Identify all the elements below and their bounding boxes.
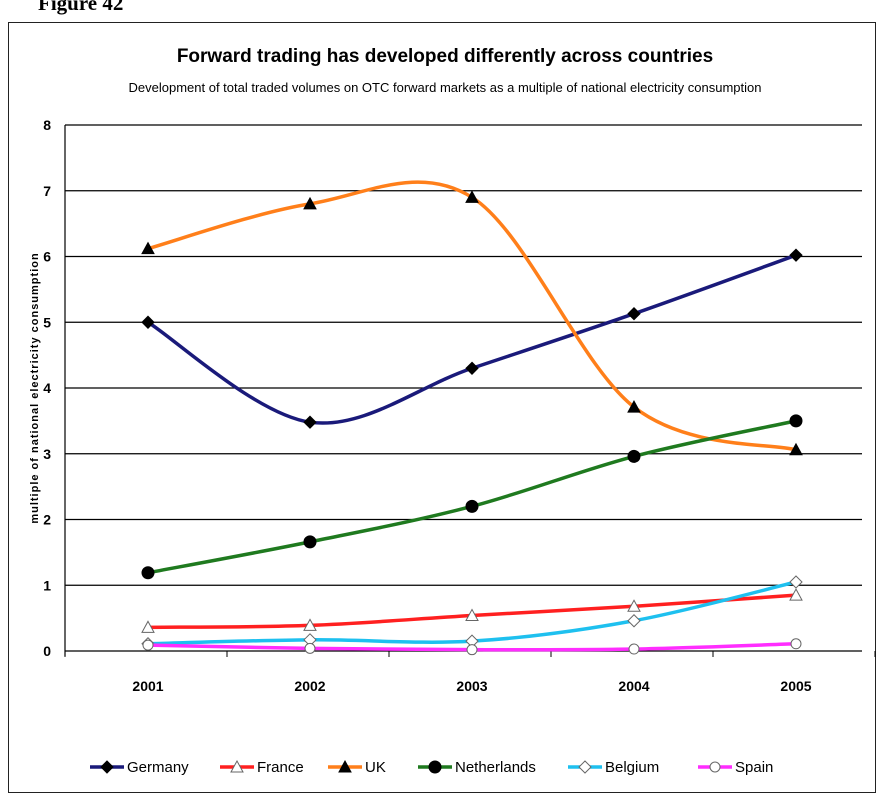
point-spain — [790, 638, 802, 650]
point-germany — [465, 361, 479, 375]
series-germany — [141, 248, 803, 429]
point-uk — [141, 241, 155, 255]
chart-title: Forward trading has developed differentl… — [176, 46, 714, 67]
point-uk — [465, 190, 479, 203]
y-tick-label: 2 — [43, 512, 51, 528]
point-uk — [303, 196, 317, 210]
series-france — [141, 588, 803, 633]
point-germany — [141, 315, 155, 329]
series-spain — [142, 638, 802, 656]
y-tick-label: 8 — [43, 117, 51, 133]
series-netherlands — [141, 414, 803, 580]
point-france — [141, 620, 155, 633]
x-tick-label: 2004 — [618, 678, 649, 694]
point-germany — [627, 306, 641, 321]
point-netherlands — [627, 449, 641, 463]
point-netherlands — [465, 499, 479, 513]
y-tick-label: 5 — [43, 314, 51, 330]
series-line-germany — [147, 253, 797, 425]
legend-label: France — [257, 759, 304, 776]
point-spain — [628, 643, 640, 655]
y-tick-label: 6 — [43, 249, 51, 265]
point-france — [627, 599, 641, 612]
legend-label: Netherlands — [455, 759, 536, 776]
y-tick-label: 4 — [43, 380, 51, 396]
legend-label: UK — [365, 759, 386, 776]
point-spain — [304, 642, 316, 654]
y-tick-label: 0 — [43, 643, 51, 659]
legend-entry-uk: UK — [328, 759, 386, 776]
legend-label: Germany — [127, 759, 189, 776]
x-tick-label: 2003 — [456, 678, 487, 694]
x-tick-label: 2001 — [132, 678, 163, 694]
point-belgium — [627, 614, 641, 628]
point-france — [789, 588, 803, 601]
y-tick-label: 3 — [43, 446, 51, 462]
point-france — [465, 608, 479, 621]
point-spain — [466, 644, 478, 656]
point-netherlands — [303, 535, 317, 549]
series-line-uk — [147, 180, 797, 452]
point-uk — [789, 442, 803, 456]
legend-entry-france: France — [220, 759, 304, 776]
x-tick-label: 2002 — [294, 678, 325, 694]
chart-frame — [8, 22, 876, 793]
point-uk — [627, 400, 641, 413]
legend-marker — [338, 759, 352, 773]
legend-marker — [100, 760, 114, 774]
y-axis-label: multiple of national electricity consump… — [29, 252, 41, 523]
chart-subtitle: Development of total traded volumes on O… — [128, 80, 762, 95]
point-germany — [303, 415, 317, 429]
point-germany — [789, 248, 803, 262]
series-line-netherlands — [147, 419, 797, 575]
chart-legend: Germany France UK Netherlands Belgium Spain — [90, 759, 773, 776]
y-tick-label: 1 — [43, 577, 51, 593]
y-tick-label: 7 — [43, 183, 51, 199]
figure-label: Figure 42 — [38, 0, 124, 15]
legend-entry-germany: Germany — [90, 759, 189, 776]
point-netherlands — [141, 566, 155, 580]
legend-marker — [230, 759, 244, 773]
legend-marker — [709, 761, 721, 773]
legend-marker — [428, 760, 442, 774]
legend-marker — [578, 760, 592, 774]
point-spain — [142, 639, 154, 651]
legend-label: Belgium — [605, 759, 659, 776]
legend-label: Spain — [735, 759, 773, 776]
legend-entry-netherlands: Netherlands — [418, 759, 536, 776]
legend-entry-spain: Spain — [698, 759, 773, 776]
legend-entry-belgium: Belgium — [568, 759, 659, 776]
point-netherlands — [789, 414, 803, 428]
point-belgium — [789, 575, 803, 589]
series-uk — [141, 180, 803, 456]
x-tick-label: 2005 — [780, 678, 811, 694]
point-france — [303, 618, 317, 631]
